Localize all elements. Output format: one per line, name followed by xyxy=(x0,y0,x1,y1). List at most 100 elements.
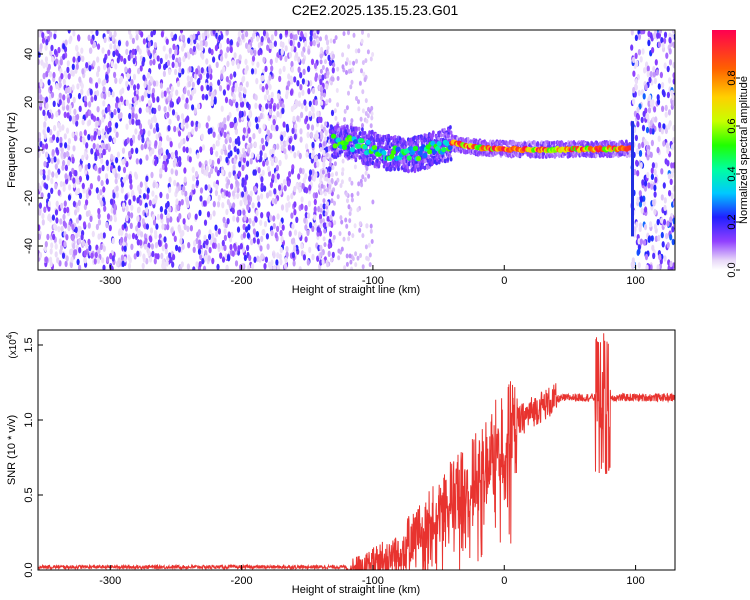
noise-cell xyxy=(71,70,75,77)
noise-cell xyxy=(322,126,326,132)
noise-cell xyxy=(242,156,246,164)
noise-cell xyxy=(654,176,658,183)
noise-cell xyxy=(67,159,71,166)
noise-cell xyxy=(283,263,288,270)
noise-cell xyxy=(252,228,256,235)
noise-cell xyxy=(58,99,62,106)
noise-cell xyxy=(328,98,332,103)
noise-cell xyxy=(97,247,101,254)
noise-cell xyxy=(297,41,301,48)
noise-cell xyxy=(133,95,137,103)
noise-cell xyxy=(79,131,83,138)
noise-cell xyxy=(270,259,274,266)
noise-cell xyxy=(100,157,104,164)
noise-cell xyxy=(156,96,160,103)
noise-cell xyxy=(635,60,639,67)
noise-cell xyxy=(136,83,140,90)
noise-cell xyxy=(171,261,175,268)
noise-cell xyxy=(302,254,306,261)
noise-cell xyxy=(319,259,323,266)
signal-halo-cell xyxy=(491,139,495,144)
noise-cell xyxy=(660,128,665,135)
noise-cell xyxy=(198,239,202,246)
noise-cell xyxy=(223,234,227,242)
noise-cell xyxy=(235,179,239,186)
noise-cell xyxy=(270,97,274,105)
noise-cell xyxy=(177,96,181,103)
noise-cell xyxy=(61,252,66,259)
noise-cell xyxy=(264,65,268,73)
noise-cell xyxy=(121,260,125,268)
noise-cell xyxy=(225,156,229,164)
noise-cell xyxy=(81,182,85,190)
noise-cell xyxy=(212,30,216,35)
noise-cell xyxy=(146,72,150,79)
noise-cell xyxy=(646,71,650,78)
noise-cell xyxy=(142,38,146,45)
noise-cell xyxy=(147,119,151,126)
noise-cell xyxy=(290,78,294,85)
noise-cell xyxy=(236,216,240,223)
noise-cell xyxy=(202,265,207,270)
noise-cell xyxy=(649,221,653,228)
noise-cell xyxy=(368,252,372,258)
noise-cell xyxy=(652,65,656,73)
noise-cell xyxy=(270,229,274,237)
noise-cell xyxy=(299,72,303,79)
noise-cell xyxy=(97,208,101,215)
noise-cell xyxy=(197,248,202,255)
noise-cell xyxy=(44,44,48,51)
noise-cell xyxy=(145,106,149,113)
noise-cell xyxy=(38,224,41,231)
noise-cell xyxy=(122,177,126,184)
noise-cell xyxy=(365,166,369,171)
noise-cell xyxy=(207,115,211,122)
noise-cell xyxy=(630,30,634,36)
noise-cell xyxy=(156,55,160,62)
signal-halo-cell xyxy=(628,153,632,158)
noise-cell xyxy=(139,128,143,136)
noise-cell xyxy=(187,212,192,219)
noise-cell xyxy=(325,152,329,158)
noise-cell xyxy=(263,220,268,228)
signal-halo-cell xyxy=(393,135,397,140)
noise-cell xyxy=(249,190,253,197)
noise-cell xyxy=(668,37,672,44)
signal-halo-cell xyxy=(397,162,401,167)
noise-cell xyxy=(309,40,313,47)
noise-cell xyxy=(85,111,89,118)
noise-cell xyxy=(253,141,257,148)
noise-cell xyxy=(651,99,655,106)
noise-cell xyxy=(250,152,254,159)
noise-cell xyxy=(160,31,164,38)
noise-cell xyxy=(242,232,246,239)
noise-cell xyxy=(222,143,226,151)
noise-cell xyxy=(306,131,310,138)
noise-cell xyxy=(128,174,132,181)
noise-cell xyxy=(222,66,226,73)
noise-cell xyxy=(213,237,217,245)
noise-cell xyxy=(341,64,345,70)
noise-cell xyxy=(199,73,203,81)
noise-cell xyxy=(333,220,337,226)
noise-cell xyxy=(123,256,127,263)
noise-cell xyxy=(61,124,65,131)
noise-cell xyxy=(263,185,267,192)
signal-track-cell xyxy=(341,144,348,150)
noise-cell xyxy=(653,106,657,113)
noise-cell xyxy=(195,261,199,268)
noise-cell xyxy=(198,261,202,268)
noise-cell xyxy=(660,37,664,44)
noise-cell xyxy=(221,169,225,176)
noise-cell xyxy=(242,134,246,141)
noise-cell xyxy=(288,137,292,144)
noise-cell xyxy=(132,57,136,65)
noise-cell xyxy=(654,235,658,242)
noise-cell xyxy=(205,165,209,172)
noise-cell xyxy=(367,106,370,112)
noise-cell xyxy=(101,164,105,172)
noise-cell xyxy=(131,189,135,197)
noise-cell xyxy=(103,205,107,212)
noise-cell xyxy=(171,53,175,61)
